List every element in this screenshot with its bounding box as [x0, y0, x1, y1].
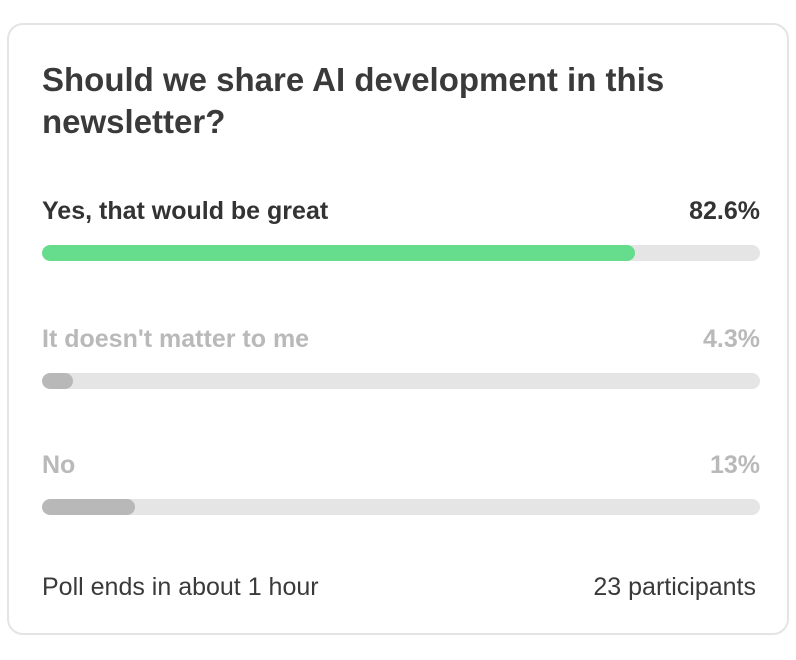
poll-option-label: No [42, 451, 76, 479]
poll-option-label: It doesn't matter to me [42, 325, 310, 353]
poll-option-row: No 13% [42, 447, 760, 483]
poll-option-label: Yes, that would be great [42, 197, 329, 225]
poll-option-doesnt-matter[interactable]: It doesn't matter to me 4.3% [42, 321, 760, 391]
poll-option-bar [42, 245, 636, 261]
poll-option-percent: 13% [709, 451, 760, 479]
poll-option-track [42, 499, 760, 515]
poll-participant-count: 23 participants [593, 573, 756, 601]
poll-option-percent: 82.6% [689, 197, 760, 225]
poll-card: Should we share AI development in this n… [7, 23, 789, 635]
poll-option-track [42, 245, 760, 261]
poll-option-percent: 4.3% [703, 325, 760, 353]
poll-option-row: It doesn't matter to me 4.3% [42, 321, 760, 357]
poll-option-row: Yes, that would be great 82.6% [42, 193, 760, 229]
poll-option-track [42, 373, 760, 389]
poll-question: Should we share AI development in this n… [42, 61, 665, 140]
poll-option-bar [42, 373, 73, 389]
poll-option-no[interactable]: No 13% [42, 447, 760, 517]
poll-time-remaining: Poll ends in about 1 hour [42, 573, 319, 601]
poll-option-yes[interactable]: Yes, that would be great 82.6% [42, 193, 760, 263]
poll-option-bar [42, 499, 136, 515]
